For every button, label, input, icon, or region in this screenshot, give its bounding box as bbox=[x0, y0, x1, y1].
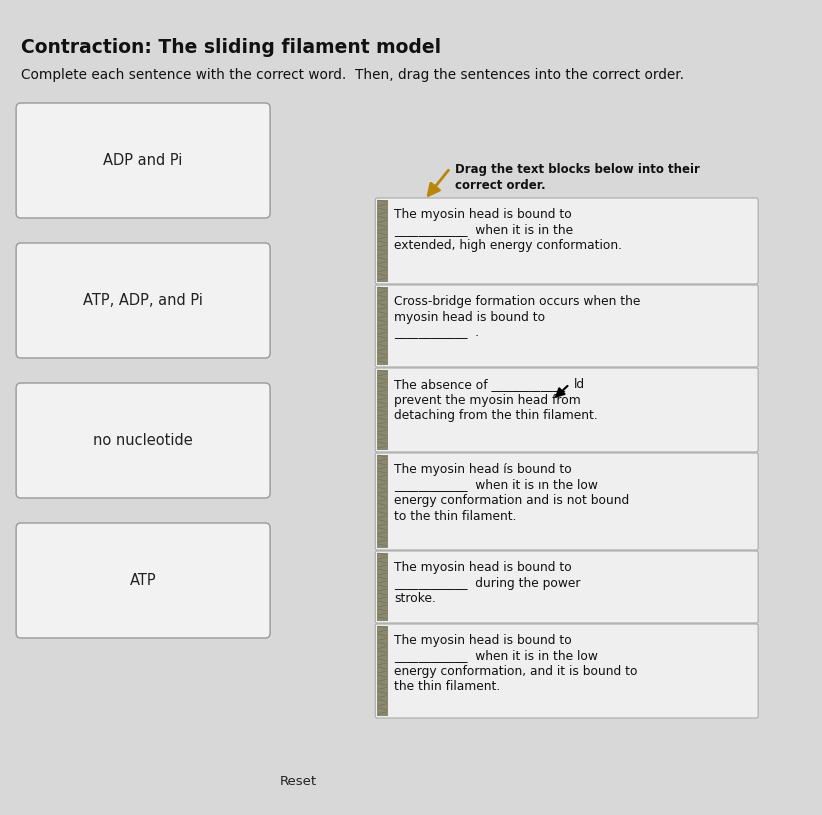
Text: ____________  .: ____________ . bbox=[395, 326, 479, 339]
FancyBboxPatch shape bbox=[16, 523, 270, 638]
Text: ATP, ADP, and Pi: ATP, ADP, and Pi bbox=[83, 293, 203, 308]
Text: ADP and Pi: ADP and Pi bbox=[104, 153, 182, 168]
Text: Reset: Reset bbox=[279, 775, 316, 788]
Text: The myosin head is bound to: The myosin head is bound to bbox=[395, 561, 572, 574]
Text: Contraction: The sliding filament model: Contraction: The sliding filament model bbox=[21, 38, 441, 57]
FancyBboxPatch shape bbox=[376, 453, 758, 550]
Text: Cross-bridge formation occurs when the: Cross-bridge formation occurs when the bbox=[395, 295, 640, 308]
Text: Drag the text blocks below into their: Drag the text blocks below into their bbox=[455, 163, 700, 176]
FancyBboxPatch shape bbox=[376, 551, 758, 623]
FancyBboxPatch shape bbox=[16, 243, 270, 358]
FancyBboxPatch shape bbox=[376, 198, 758, 284]
Text: ____________  when it is ın the low: ____________ when it is ın the low bbox=[395, 478, 598, 491]
FancyBboxPatch shape bbox=[377, 626, 388, 716]
Text: myosin head is bound to: myosin head is bound to bbox=[395, 311, 545, 324]
FancyBboxPatch shape bbox=[376, 368, 758, 452]
Text: The absence of ____________: The absence of ____________ bbox=[395, 378, 566, 391]
FancyBboxPatch shape bbox=[376, 285, 758, 367]
Text: extended, high energy conformation.: extended, high energy conformation. bbox=[395, 239, 622, 252]
Text: the thin filament.: the thin filament. bbox=[395, 681, 501, 694]
Text: ____________  when it is in the low: ____________ when it is in the low bbox=[395, 650, 598, 663]
Text: ____________  during the power: ____________ during the power bbox=[395, 576, 580, 589]
Text: correct order.: correct order. bbox=[455, 179, 546, 192]
Text: no nucleotide: no nucleotide bbox=[93, 433, 193, 448]
FancyBboxPatch shape bbox=[377, 287, 388, 365]
Text: Complete each sentence with the correct word.  Then, drag the sentences into the: Complete each sentence with the correct … bbox=[21, 68, 684, 82]
Text: to the thin filament.: to the thin filament. bbox=[395, 509, 517, 522]
Text: detaching from the thin filament.: detaching from the thin filament. bbox=[395, 409, 598, 422]
Text: ld: ld bbox=[575, 378, 585, 391]
FancyBboxPatch shape bbox=[16, 383, 270, 498]
Text: The myosin head is bound to: The myosin head is bound to bbox=[395, 208, 572, 221]
Text: energy conformation and is not bound: energy conformation and is not bound bbox=[395, 494, 630, 507]
Text: ATP: ATP bbox=[130, 573, 156, 588]
Text: The myosin head is bound to: The myosin head is bound to bbox=[395, 634, 572, 647]
FancyBboxPatch shape bbox=[376, 624, 758, 718]
Text: The myosin head ís bound to: The myosin head ís bound to bbox=[395, 463, 572, 476]
Text: ____________  when it is in the: ____________ when it is in the bbox=[395, 223, 574, 236]
FancyBboxPatch shape bbox=[16, 103, 270, 218]
FancyBboxPatch shape bbox=[377, 370, 388, 450]
FancyBboxPatch shape bbox=[377, 455, 388, 548]
FancyBboxPatch shape bbox=[377, 553, 388, 621]
Text: stroke.: stroke. bbox=[395, 592, 436, 605]
Text: energy conformation, and it is bound to: energy conformation, and it is bound to bbox=[395, 665, 638, 678]
Text: prevent the myosin head from: prevent the myosin head from bbox=[395, 394, 581, 407]
FancyBboxPatch shape bbox=[377, 200, 388, 282]
